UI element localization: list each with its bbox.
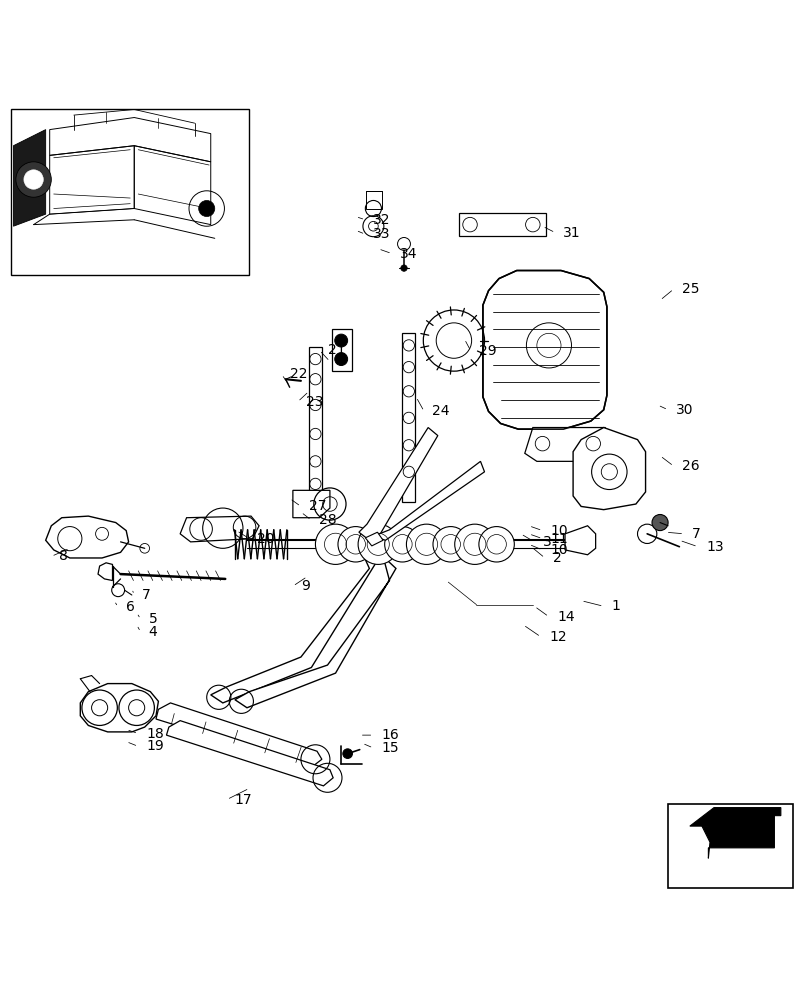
Circle shape [335, 334, 347, 347]
Text: 4: 4 [149, 625, 158, 639]
Text: 5: 5 [149, 612, 158, 626]
Text: 29: 29 [479, 344, 496, 358]
Circle shape [455, 524, 495, 564]
Text: 15: 15 [381, 741, 399, 755]
Polygon shape [573, 428, 646, 510]
Text: 22: 22 [289, 367, 307, 381]
Text: 25: 25 [682, 282, 699, 296]
Polygon shape [14, 130, 46, 226]
Circle shape [479, 527, 515, 562]
Bar [366, 191, 382, 209]
Polygon shape [702, 816, 774, 858]
Text: 31: 31 [563, 226, 581, 240]
Polygon shape [359, 428, 438, 540]
Polygon shape [156, 703, 322, 767]
Circle shape [199, 200, 215, 217]
Text: 20: 20 [258, 532, 275, 546]
Circle shape [358, 524, 398, 564]
Text: 7: 7 [692, 527, 701, 541]
Circle shape [315, 524, 356, 564]
Polygon shape [180, 516, 259, 542]
Text: 12: 12 [549, 630, 566, 644]
Circle shape [433, 527, 469, 562]
Polygon shape [373, 461, 485, 540]
Circle shape [335, 353, 347, 366]
Circle shape [406, 524, 447, 564]
Bar [668, 804, 793, 888]
Text: 13: 13 [706, 540, 724, 554]
Text: 7: 7 [142, 588, 151, 602]
Text: 3: 3 [542, 535, 551, 549]
Text: 11: 11 [550, 532, 568, 546]
Circle shape [16, 162, 52, 197]
Polygon shape [402, 333, 415, 502]
Circle shape [338, 527, 373, 562]
Polygon shape [690, 808, 781, 826]
Text: 16: 16 [381, 728, 399, 742]
Polygon shape [365, 532, 383, 546]
Text: 26: 26 [682, 459, 700, 473]
Circle shape [343, 749, 352, 758]
Text: 8: 8 [59, 549, 68, 563]
Text: 19: 19 [146, 739, 164, 753]
Text: 17: 17 [235, 793, 253, 807]
Polygon shape [166, 721, 333, 786]
Text: 14: 14 [557, 610, 574, 624]
Text: 34: 34 [400, 247, 418, 261]
Bar [11, 109, 249, 275]
Text: 21: 21 [327, 343, 345, 357]
Circle shape [385, 527, 420, 562]
Polygon shape [483, 271, 607, 429]
Polygon shape [309, 347, 322, 492]
Text: 32: 32 [373, 213, 391, 227]
Polygon shape [46, 516, 128, 558]
Text: 23: 23 [305, 395, 323, 409]
Text: 24: 24 [432, 404, 450, 418]
Bar [331, 329, 351, 371]
Polygon shape [235, 556, 396, 708]
Text: 10: 10 [550, 524, 568, 538]
Circle shape [24, 170, 44, 189]
Text: 27: 27 [309, 499, 326, 513]
Text: 30: 30 [676, 403, 693, 417]
Circle shape [401, 265, 407, 271]
Text: 2: 2 [553, 551, 562, 565]
Bar [459, 213, 545, 236]
Polygon shape [292, 490, 330, 518]
Text: 28: 28 [319, 513, 337, 527]
Text: 18: 18 [146, 727, 164, 741]
Polygon shape [524, 428, 605, 461]
Text: 9: 9 [301, 579, 309, 593]
Circle shape [652, 514, 668, 531]
Text: 33: 33 [373, 227, 391, 241]
Text: 6: 6 [126, 600, 135, 614]
Text: 1: 1 [612, 599, 621, 613]
Polygon shape [211, 551, 377, 703]
Polygon shape [565, 526, 595, 555]
Text: 10: 10 [550, 543, 568, 557]
Polygon shape [98, 563, 112, 581]
Polygon shape [80, 684, 158, 732]
